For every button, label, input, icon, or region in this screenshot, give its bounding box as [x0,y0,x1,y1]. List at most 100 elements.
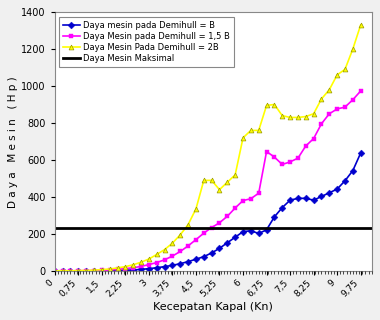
Daya mesin pada Demihull = B [296,196,300,200]
Daya Mesin Pada Demihull = 2B [201,179,206,182]
Daya Mesin pada Demihull = 1,5 B [186,244,190,248]
Daya Mesin Pada Demihull = 2B [194,207,198,211]
Daya Mesin Pada Demihull = 2B [233,173,238,177]
Y-axis label: D a y a   M e s i n   ( H p ): D a y a M e s i n ( H p ) [8,76,18,208]
Daya Mesin Pada Demihull = 2B [100,268,104,271]
Daya Mesin pada Demihull = 1,5 B [225,214,230,218]
Daya Mesin Pada Demihull = 2B [123,265,128,268]
Daya Mesin Pada Demihull = 2B [170,241,175,245]
Daya mesin pada Demihull = B [92,269,96,273]
Daya Mesin pada Demihull = 1,5 B [100,268,104,272]
Daya Mesin pada Demihull = 1,5 B [280,163,285,166]
Daya Mesin Pada Demihull = 2B [335,73,339,77]
Daya Mesin pada Demihull = 1,5 B [68,269,73,273]
Line: Daya Mesin pada Demihull = 1,5 B: Daya Mesin pada Demihull = 1,5 B [52,89,363,273]
Daya Mesin pada Demihull = 1,5 B [319,122,324,126]
Daya Mesin pada Demihull = 1,5 B [52,269,57,273]
Daya Mesin pada Demihull = 1,5 B [241,199,245,203]
Daya Mesin Pada Demihull = 2B [68,269,73,273]
Daya Mesin Pada Demihull = 2B [147,257,151,261]
Daya mesin pada Demihull = B [358,151,363,155]
Daya Mesin Pada Demihull = 2B [256,129,261,132]
Daya Mesin pada Demihull = 1,5 B [311,137,316,140]
Daya mesin pada Demihull = B [319,195,324,198]
Daya Mesin pada Demihull = 1,5 B [288,160,292,164]
Daya Mesin pada Demihull = 1,5 B [343,105,347,109]
Daya mesin pada Demihull = B [241,230,245,234]
Daya Mesin Pada Demihull = 2B [115,266,120,270]
Daya Mesin pada Demihull = 1,5 B [108,268,112,272]
Daya mesin pada Demihull = B [280,206,285,210]
Daya mesin pada Demihull = B [304,196,308,200]
Daya Mesin pada Demihull = 1,5 B [296,156,300,160]
Daya Mesin Pada Demihull = 2B [217,188,222,192]
Legend: Daya mesin pada Demihull = B, Daya Mesin pada Demihull = 1,5 B, Daya Mesin Pada : Daya mesin pada Demihull = B, Daya Mesin… [59,17,234,67]
Daya mesin pada Demihull = B [209,251,214,255]
Daya Mesin Pada Demihull = 2B [154,252,159,256]
Daya Mesin pada Demihull = 1,5 B [272,155,277,159]
Daya mesin pada Demihull = B [162,265,167,268]
Daya Mesin pada Demihull = 1,5 B [209,226,214,229]
Daya mesin pada Demihull = B [131,268,136,272]
Daya Mesin Pada Demihull = 2B [249,129,253,132]
Daya mesin pada Demihull = B [225,241,230,245]
Daya mesin pada Demihull = B [84,269,89,273]
Daya mesin pada Demihull = B [335,187,339,191]
Daya Mesin Pada Demihull = 2B [52,269,57,273]
Daya mesin pada Demihull = B [201,255,206,259]
Daya mesin pada Demihull = B [343,179,347,183]
Daya Mesin Pada Demihull = 2B [280,114,285,117]
Daya mesin pada Demihull = B [68,269,73,273]
Daya Mesin Pada Demihull = 2B [304,115,308,118]
Daya mesin pada Demihull = B [52,269,57,273]
Daya Mesin Pada Demihull = 2B [178,233,182,237]
Daya Mesin pada Demihull = 1,5 B [170,254,175,258]
Daya Mesin pada Demihull = 1,5 B [139,265,143,268]
Daya mesin pada Demihull = B [60,269,65,273]
Daya Mesin pada Demihull = 1,5 B [194,238,198,242]
Daya mesin pada Demihull = B [351,169,355,172]
Daya Mesin Pada Demihull = 2B [296,116,300,119]
Daya mesin pada Demihull = B [186,260,190,264]
Daya Mesin pada Demihull = 1,5 B [76,269,81,273]
Daya Mesin pada Demihull = 1,5 B [123,267,128,271]
Daya mesin pada Demihull = B [170,263,175,267]
Daya Mesin pada Demihull = 1,5 B [154,260,159,264]
Daya Mesin Pada Demihull = 2B [139,260,143,264]
Daya Mesin Maksimal [52,226,57,230]
Daya Mesin Pada Demihull = 2B [209,179,214,182]
Daya Mesin pada Demihull = 1,5 B [201,231,206,235]
Daya Mesin pada Demihull = 1,5 B [178,250,182,253]
Daya Mesin Pada Demihull = 2B [131,263,136,267]
Daya Mesin pada Demihull = 1,5 B [264,149,269,153]
Daya mesin pada Demihull = B [178,262,182,266]
Daya Mesin pada Demihull = 1,5 B [60,269,65,273]
Daya mesin pada Demihull = B [194,257,198,261]
Daya Mesin Pada Demihull = 2B [84,268,89,272]
Daya Mesin Pada Demihull = 2B [186,223,190,227]
Daya Mesin pada Demihull = 1,5 B [304,144,308,148]
Daya Mesin pada Demihull = 1,5 B [249,197,253,201]
Daya Mesin Pada Demihull = 2B [108,267,112,271]
Daya Mesin Maksimal [84,226,89,230]
Daya Mesin pada Demihull = 1,5 B [131,266,136,270]
Daya Mesin Pada Demihull = 2B [311,112,316,116]
Daya mesin pada Demihull = B [327,191,332,195]
X-axis label: Kecepatan Kapal (Kn): Kecepatan Kapal (Kn) [153,302,273,312]
Daya mesin pada Demihull = B [147,267,151,271]
Daya Mesin pada Demihull = 1,5 B [327,112,332,116]
Daya Mesin Pada Demihull = 2B [351,47,355,51]
Daya Mesin pada Demihull = 1,5 B [233,206,238,210]
Daya mesin pada Demihull = B [217,246,222,250]
Line: Daya mesin pada Demihull = B: Daya mesin pada Demihull = B [52,150,363,274]
Daya Mesin Pada Demihull = 2B [327,88,332,92]
Daya mesin pada Demihull = B [288,198,292,202]
Daya mesin pada Demihull = B [264,228,269,232]
Daya mesin pada Demihull = B [249,229,253,233]
Daya Mesin pada Demihull = 1,5 B [256,191,261,195]
Daya mesin pada Demihull = B [154,266,159,270]
Line: Daya Mesin Pada Demihull = 2B: Daya Mesin Pada Demihull = 2B [52,22,363,273]
Daya mesin pada Demihull = B [233,235,238,239]
Daya Mesin Pada Demihull = 2B [264,103,269,107]
Daya Mesin Pada Demihull = 2B [76,268,81,272]
